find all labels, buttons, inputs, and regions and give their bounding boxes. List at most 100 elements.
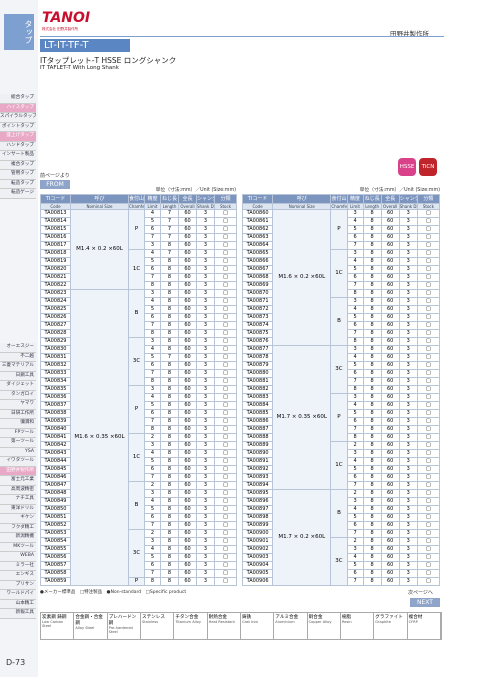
badges: HSSE TiCN (398, 158, 437, 176)
value-cell: □ (214, 577, 237, 586)
value-cell: 3 (196, 345, 215, 354)
company: 田野井製作所 (390, 30, 429, 38)
chamfer-cell: P (128, 385, 145, 434)
value-cell: □ (214, 281, 237, 290)
value-cell: 6 (144, 265, 161, 274)
value-cell: 6 (144, 313, 161, 322)
value-cell: 60 (380, 449, 400, 458)
value-cell: 3 (398, 305, 418, 314)
code-cell: TA00885 (241, 409, 274, 418)
value-cell: □ (214, 433, 237, 442)
code-cell: TA00841 (40, 433, 71, 442)
value-cell: 7 (346, 281, 364, 290)
material-cell: プレハードン鋼 Pre-hardened Steel (108, 613, 141, 639)
value-cell: 3 (346, 393, 364, 402)
column-header: TIコード (40, 194, 71, 204)
value-cell: 3 (398, 513, 418, 522)
material-jp: 合金鋼・合金鋼 (75, 615, 103, 626)
value-cell: 60 (380, 569, 400, 578)
value-cell: 7 (144, 521, 161, 530)
sidebar-item: ポイントタップ (0, 122, 36, 132)
value-cell: 6 (144, 361, 161, 370)
material-en: Copper Alloy (308, 620, 332, 624)
code-cell: TA00861 (241, 217, 274, 226)
value-cell: 7 (346, 529, 364, 538)
code-cell: TA00819 (40, 257, 71, 266)
sidebar-top: 総合タップ ハイスタップ スパイラルタップ ポイントタップ 盛上げタップ ハンドタップ イン… (0, 94, 36, 199)
chamfer-cell: 3C (330, 345, 348, 394)
value-cell: 3 (196, 217, 215, 226)
value-cell: 4 (346, 401, 364, 410)
value-cell: 4 (144, 297, 161, 306)
value-cell: 8 (362, 249, 382, 258)
value-cell: 3 (196, 385, 215, 394)
value-cell: 2 (144, 481, 161, 490)
code-cell: TA00840 (40, 425, 71, 434)
value-cell: 60 (178, 417, 197, 426)
code-cell: TA00835 (40, 385, 71, 394)
value-cell: 4 (346, 305, 364, 314)
value-cell: 7 (160, 217, 179, 226)
header-row: TIコード呼び食付山精度ねじ長全長シャンク径分類 (241, 194, 441, 204)
value-cell: 8 (160, 361, 179, 370)
value-cell: 60 (380, 561, 400, 570)
value-cell: 60 (380, 481, 400, 490)
logo-sub: 株式会社 田野井製作所 (42, 27, 79, 31)
value-cell: 3 (196, 497, 215, 506)
value-cell: □ (416, 497, 441, 506)
column-subheader: Chamfer (128, 203, 145, 210)
value-cell: □ (214, 241, 237, 250)
material-en: Titanium Alloy (175, 620, 201, 624)
value-cell: 60 (380, 273, 400, 282)
data-row: TA00843 4 8 60 3 □ (40, 449, 237, 458)
value-cell: 60 (178, 505, 197, 514)
value-cell: 5 (346, 409, 364, 418)
value-cell: 3 (398, 249, 418, 258)
value-cell: □ (416, 257, 441, 266)
value-cell: 3 (196, 361, 215, 370)
value-cell: 3 (398, 569, 418, 578)
value-cell: 8 (362, 345, 382, 354)
badge: HSSE (398, 158, 416, 176)
chamfer-cell: 1C (128, 249, 145, 290)
value-cell: □ (214, 561, 237, 570)
value-cell: 8 (160, 505, 179, 514)
value-cell: 8 (362, 385, 382, 394)
value-cell: □ (416, 529, 441, 538)
code-cell: TA00816 (40, 233, 71, 242)
value-cell: 8 (160, 393, 179, 402)
value-cell: 60 (178, 281, 197, 290)
value-cell: 3 (196, 233, 215, 242)
value-cell: 8 (346, 433, 364, 442)
value-cell: 8 (144, 577, 161, 586)
value-cell: 8 (160, 449, 179, 458)
value-cell: 3 (196, 513, 215, 522)
value-cell: □ (214, 361, 237, 370)
value-cell: □ (416, 457, 441, 466)
value-cell: 8 (362, 433, 382, 442)
chamfer-cell: 3C (128, 337, 145, 386)
code-cell: TA00851 (40, 513, 71, 522)
value-cell: □ (214, 457, 237, 466)
value-cell: 3 (398, 353, 418, 362)
code-cell: TA00856 (40, 553, 71, 562)
value-cell: 8 (160, 329, 179, 338)
value-cell: □ (214, 217, 237, 226)
value-cell: 6 (346, 233, 364, 242)
value-cell: 8 (362, 233, 382, 242)
value-cell: 5 (144, 217, 161, 226)
sidebar-item: 田野井製作所 (0, 466, 36, 476)
value-cell: 3 (346, 497, 364, 506)
value-cell: 60 (380, 329, 400, 338)
value-cell: 3 (398, 561, 418, 570)
value-cell: 3 (144, 537, 161, 546)
value-cell: 5 (144, 401, 161, 410)
value-cell: 60 (178, 345, 197, 354)
value-cell: 3 (196, 393, 215, 402)
code-cell: TA00858 (40, 569, 71, 578)
value-cell: 3 (346, 209, 364, 218)
code-cell: TA00814 (40, 217, 71, 226)
value-cell: □ (416, 513, 441, 522)
value-cell: 3 (398, 497, 418, 506)
value-cell: 8 (160, 313, 179, 322)
